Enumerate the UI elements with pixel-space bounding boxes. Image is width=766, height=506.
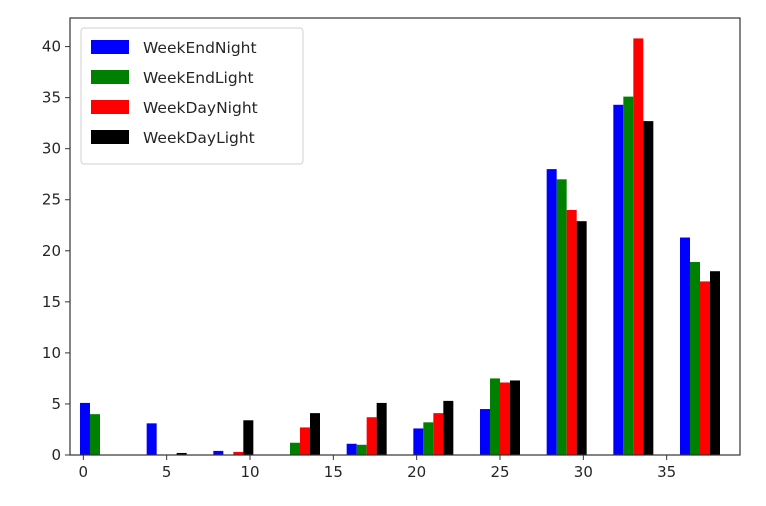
y-tick-label: 0 bbox=[51, 446, 61, 464]
bar-WeekEndLight-9 bbox=[690, 262, 700, 455]
legend-label-WeekEndNight: WeekEndNight bbox=[143, 39, 257, 57]
bar-WeekEndLight-0 bbox=[90, 414, 100, 455]
bar-WeekEndNight-2 bbox=[213, 450, 224, 455]
bar-WeekEndNight-1 bbox=[146, 423, 157, 455]
x-tick-label: 30 bbox=[574, 463, 593, 481]
bar-WeekEndNight-4 bbox=[346, 443, 357, 455]
bar-WeekDayLight-1 bbox=[176, 452, 187, 455]
bar-WeekEndNight-6 bbox=[480, 409, 490, 455]
y-tick-label: 30 bbox=[42, 140, 61, 158]
bar-WeekDayLight-5 bbox=[443, 400, 454, 455]
y-tick-label: 10 bbox=[42, 344, 61, 362]
y-tick-label: 25 bbox=[42, 191, 61, 209]
y-tick-label: 35 bbox=[42, 89, 61, 107]
bar-WeekDayLight-9 bbox=[710, 271, 720, 455]
y-tick-label: 20 bbox=[42, 242, 61, 260]
bar-WeekDayNight-8 bbox=[633, 38, 644, 455]
legend-box bbox=[80, 27, 304, 165]
bar-WeekDayNight-6 bbox=[500, 382, 510, 455]
bar-WeekDayLight-2 bbox=[243, 420, 254, 455]
bar-WeekDayLight-4 bbox=[376, 402, 387, 455]
x-tick-label: 20 bbox=[407, 463, 426, 481]
bar-WeekEndNight-8 bbox=[613, 104, 624, 455]
bars-layer bbox=[80, 38, 720, 456]
legend: WeekEndNight WeekEndLight WeekDayNight Week… bbox=[80, 27, 304, 165]
bar-WeekEndLight-4 bbox=[356, 444, 367, 455]
bar-WeekEndLight-3 bbox=[290, 442, 300, 455]
bar-WeekEndLight-6 bbox=[490, 378, 500, 455]
y-tick-label: 5 bbox=[51, 395, 61, 413]
bar-WeekDayLight-8 bbox=[643, 121, 654, 455]
bar-WeekEndLight-7 bbox=[556, 179, 567, 455]
bar-WeekDayLight-3 bbox=[310, 413, 320, 455]
bar-WeekEndNight-0 bbox=[80, 402, 90, 455]
legend-swatch-WeekDayLight bbox=[91, 130, 129, 144]
bar-WeekEndNight-7 bbox=[546, 169, 557, 455]
legend-swatch-WeekDayNight bbox=[91, 100, 129, 114]
x-tick-label: 15 bbox=[324, 463, 343, 481]
x-tick-label: 5 bbox=[162, 463, 172, 481]
y-tick-label: 40 bbox=[42, 38, 61, 56]
bar-WeekDayLight-7 bbox=[576, 221, 587, 455]
plot-frame bbox=[69, 17, 741, 456]
legend-swatch-WeekEndNight bbox=[91, 40, 129, 54]
legend-label-WeekDayLight: WeekDayLight bbox=[143, 129, 255, 147]
bar-WeekDayNight-5 bbox=[433, 413, 444, 455]
bar-WeekDayNight-4 bbox=[366, 417, 377, 455]
bar-WeekEndLight-5 bbox=[423, 422, 434, 455]
bar-WeekEndLight-8 bbox=[623, 96, 634, 456]
bar-WeekDayNight-2 bbox=[233, 451, 244, 455]
x-tick-label: 10 bbox=[240, 463, 259, 481]
x-axis: 0 5 10 15 20 25 30 35 bbox=[79, 455, 676, 481]
x-tick-label: 35 bbox=[657, 463, 676, 481]
bar-WeekDayNight-3 bbox=[300, 427, 310, 455]
bar-WeekDayNight-7 bbox=[566, 209, 577, 455]
legend-swatch-WeekEndLight bbox=[91, 70, 129, 84]
y-tick-label: 15 bbox=[42, 293, 61, 311]
bar-WeekDayLight-6 bbox=[510, 380, 520, 455]
legend-label-WeekEndLight: WeekEndLight bbox=[143, 69, 254, 87]
bar-WeekEndNight-5 bbox=[413, 428, 424, 455]
y-axis: 0 5 10 15 20 25 30 35 40 bbox=[42, 38, 70, 464]
bar-WeekDayNight-9 bbox=[700, 281, 710, 455]
bar-WeekEndNight-9 bbox=[680, 237, 690, 455]
x-tick-label: 0 bbox=[79, 463, 89, 481]
legend-label-WeekDayNight: WeekDayNight bbox=[143, 99, 258, 117]
x-tick-label: 25 bbox=[490, 463, 509, 481]
